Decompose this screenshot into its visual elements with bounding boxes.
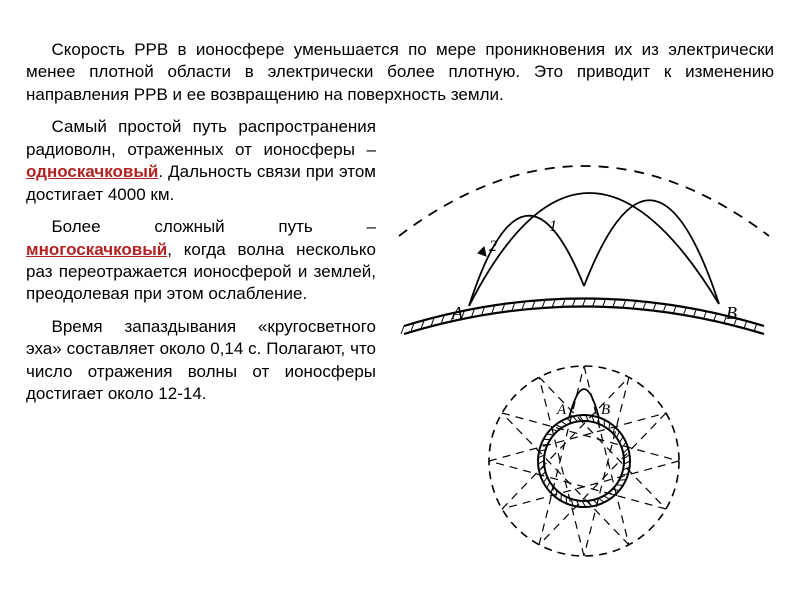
svg-text:2: 2 (489, 238, 497, 255)
round-the-world-echo-diagram: AB (479, 356, 689, 566)
svg-text:B: B (601, 402, 610, 418)
page: Скорость РРВ в ионосфере уменьшается по … (0, 0, 800, 600)
svg-text:A: A (451, 303, 464, 323)
p2-text-a: Более сложный путь – (52, 217, 377, 236)
intro-paragraph: Скорость РРВ в ионосфере уменьшается по … (26, 39, 774, 106)
paragraph-3: Время запаздывания «кругосветного эха» с… (26, 316, 376, 406)
p1-text-a: Самый простой путь распространения радио… (26, 117, 376, 158)
ionosphere-hop-diagram: A B 1 2 (394, 116, 774, 356)
keyword-multi-hop: многоскачковый (26, 240, 167, 259)
two-column-layout: Самый простой путь распространения радио… (26, 116, 774, 566)
svg-text:B: B (726, 303, 737, 323)
figure-column: AB12 AB (394, 116, 774, 566)
paragraph-2: Более сложный путь – многоскачковый, ког… (26, 216, 376, 306)
keyword-single-hop: односкачковый (26, 162, 158, 181)
svg-text:1: 1 (549, 218, 557, 235)
paragraph-1: Самый простой путь распространения радио… (26, 116, 376, 206)
svg-text:A: A (556, 402, 567, 418)
text-column: Самый простой путь распространения радио… (26, 116, 376, 566)
